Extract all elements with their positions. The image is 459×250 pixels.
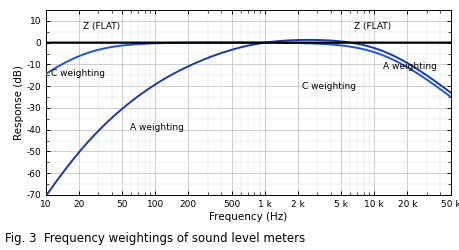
Text: C weighting: C weighting — [50, 68, 104, 78]
Text: C weighting: C weighting — [302, 82, 356, 91]
Y-axis label: Response (dB): Response (dB) — [14, 65, 23, 140]
Text: Z (FLAT): Z (FLAT) — [353, 22, 390, 31]
Text: Z (FLAT): Z (FLAT) — [83, 22, 120, 31]
X-axis label: Frequency (Hz): Frequency (Hz) — [209, 212, 287, 222]
Text: A weighting: A weighting — [129, 123, 183, 132]
Text: Fig. 3  Frequency weightings of sound level meters: Fig. 3 Frequency weightings of sound lev… — [5, 232, 304, 245]
Text: A weighting: A weighting — [382, 62, 436, 71]
